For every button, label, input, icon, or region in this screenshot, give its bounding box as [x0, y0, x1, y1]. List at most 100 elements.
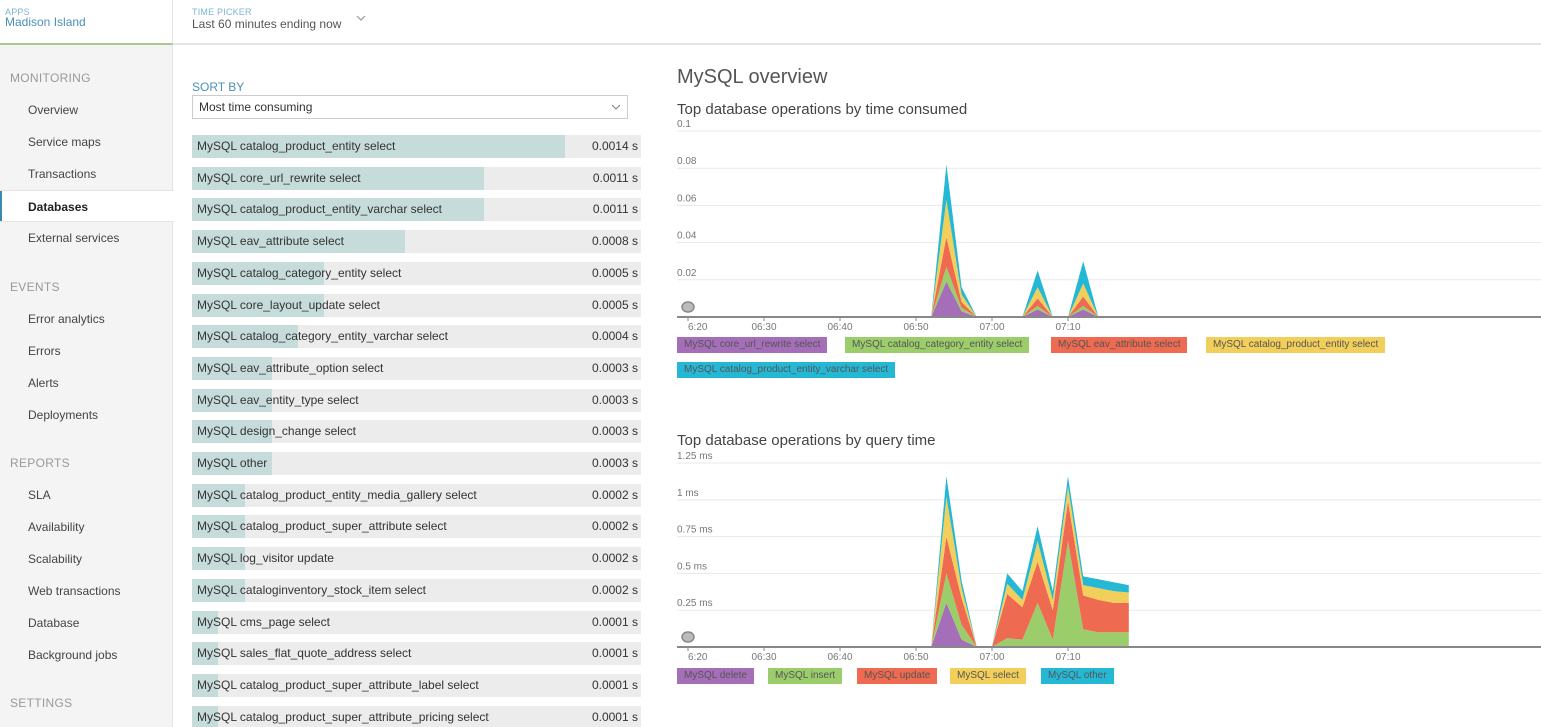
legend-item-mysql-other[interactable]: MySQL other — [1041, 668, 1114, 684]
deployment-marker-icon[interactable] — [681, 301, 695, 313]
time-picker-value[interactable]: Last 60 minutes ending now — [192, 17, 342, 31]
operation-row[interactable]: MySQL core_url_rewrite select 0.0011 s — [192, 166, 641, 190]
operation-bar-track — [192, 515, 641, 539]
legend-item-mysql-catalog-category-entity-select[interactable]: MySQL catalog_category_entity select — [845, 337, 1030, 353]
legend-item-mysql-insert[interactable]: MySQL insert — [768, 668, 843, 684]
operation-row[interactable]: MySQL catalog_product_entity select 0.001… — [192, 135, 641, 158]
operation-row[interactable]: MySQL cataloginventory_stock_item select… — [192, 578, 641, 602]
sidebar-item-web-transactions[interactable]: Web transactions — [28, 584, 121, 598]
x-tick-label: 06:30 — [751, 322, 776, 333]
x-tick-label: 06:50 — [903, 322, 928, 333]
legend-item-mysql-update[interactable]: MySQL update — [857, 668, 938, 684]
sidebar-item-transactions[interactable]: Transactions — [28, 167, 97, 181]
x-tick-label: 6:20 — [688, 322, 708, 333]
sidebar-item-overview[interactable]: Overview — [28, 103, 79, 117]
operation-row[interactable]: MySQL eav_attribute select 0.0008 s — [192, 230, 641, 254]
operation-name: MySQL cms_page select — [197, 614, 330, 629]
operation-name: MySQL catalog_category_entity select — [197, 265, 402, 280]
operation-value: 0.0001 s — [591, 677, 638, 692]
operation-name: MySQL other — [197, 456, 268, 470]
sidebar-item-databases[interactable]: Databases — [0, 190, 174, 222]
legend-item-mysql-catalog-product-entity-select[interactable]: MySQL catalog_product_entity select — [1206, 337, 1386, 353]
y-tick-label: 0.5 ms — [677, 561, 707, 572]
operation-row[interactable]: MySQL eav_entity_type select 0.0003 s — [192, 388, 641, 412]
sidebar-section-reports: REPORTS — [10, 456, 70, 470]
sidebar-item-service-maps[interactable]: Service maps — [28, 135, 101, 149]
sidebar-item-deployments[interactable]: Deployments — [28, 408, 99, 422]
deployment-marker-icon[interactable] — [681, 631, 695, 643]
x-tick-label: 07:10 — [1055, 652, 1080, 663]
chevron-down-icon[interactable] — [355, 13, 367, 23]
operation-row[interactable]: MySQL catalog_product_super_attribute_la… — [192, 673, 641, 697]
sidebar-item-background-jobs[interactable]: Background jobs — [28, 648, 118, 662]
sidebar-item-scalability[interactable]: Scalability — [28, 552, 83, 566]
operation-value: 0.0005 s — [591, 297, 638, 312]
operation-bar-fill — [192, 388, 272, 412]
operation-name: MySQL log_visitor update — [197, 551, 334, 566]
sidebar-item-availability[interactable]: Availability — [28, 520, 85, 534]
operation-value: 0.0001 s — [591, 614, 638, 629]
operation-value: 0.0008 s — [591, 234, 638, 249]
sidebar-item-external-services[interactable]: External services — [28, 231, 120, 245]
legend-item-mysql-catalog-product-entity-varchar-select[interactable]: MySQL catalog_product_entity_varchar sel… — [677, 362, 896, 378]
operation-row[interactable]: MySQL catalog_product_entity_media_galle… — [192, 483, 641, 507]
operation-row[interactable]: MySQL catalog_product_super_attribute_pr… — [192, 705, 641, 727]
operation-row[interactable]: MySQL catalog_product_entity_varchar sel… — [192, 198, 641, 222]
series-area-mysql-select[interactable] — [688, 486, 1129, 647]
operation-value: 0.0001 s — [591, 646, 638, 661]
series-area-mysql-catalog-product-entity-select[interactable] — [688, 199, 1114, 317]
sidebar-item-errors[interactable]: Errors — [28, 344, 61, 358]
x-tick-label: 07:00 — [979, 652, 1004, 663]
operation-row[interactable]: MySQL cms_page select 0.0001 s — [192, 610, 641, 634]
operation-bar-fill — [192, 547, 245, 571]
operation-name: MySQL core_layout_update select — [197, 297, 380, 312]
y-tick-label: 1.25 ms — [677, 451, 713, 462]
legend-item-mysql-eav-attribute-select[interactable]: MySQL eav_attribute select — [1051, 337, 1188, 353]
operation-bar-fill — [192, 483, 245, 507]
y-tick-label: 1 ms — [677, 488, 699, 499]
operation-name: MySQL core_url_rewrite select — [197, 170, 361, 185]
operation-row[interactable]: MySQL catalog_category_entity select 0.00… — [192, 261, 641, 285]
operation-bar-track — [192, 673, 641, 697]
operation-row[interactable]: MySQL design_change select 0.0003 s — [192, 420, 641, 444]
series-area-mysql-insert[interactable] — [688, 541, 1129, 647]
operation-row[interactable]: MySQL sales_flat_quote_address select 0.0… — [192, 642, 641, 666]
operation-value: 0.0002 s — [591, 487, 638, 502]
sidebar-item-alerts[interactable]: Alerts — [28, 376, 59, 390]
operation-name: MySQL catalog_product_super_attribute se… — [197, 519, 447, 534]
operation-row[interactable]: MySQL log_visitor update 0.0002 s — [192, 547, 641, 571]
operation-name: MySQL catalog_product_super_attribute_pr… — [197, 709, 489, 724]
operation-bar-track — [192, 578, 641, 602]
app-switcher[interactable]: APPS Madison Island — [0, 0, 173, 45]
operation-bar-fill — [192, 356, 272, 380]
chevron-down-icon — [611, 104, 621, 110]
operation-value: 0.0003 s — [591, 360, 638, 375]
x-tick-label: 6:20 — [688, 652, 708, 663]
legend-item-mysql-core-url-rewrite-select[interactable]: MySQL core_url_rewrite select — [677, 337, 828, 353]
operation-row[interactable]: MySQL core_layout_update select 0.0005 s — [192, 293, 641, 317]
sidebar-item-error-analytics[interactable]: Error analytics — [28, 312, 105, 326]
sidebar-item-database[interactable]: Database — [28, 616, 80, 630]
y-tick-label: 0.08 — [677, 156, 697, 167]
operation-name: MySQL catalog_product_entity_varchar sel… — [197, 202, 443, 217]
legend-item-mysql-delete[interactable]: MySQL delete — [677, 668, 754, 684]
sidebar-item-sla[interactable]: SLA — [28, 488, 51, 502]
operation-name: MySQL eav_attribute select — [197, 234, 344, 249]
operation-value: 0.0002 s — [591, 582, 638, 597]
series-area-mysql-eav-attribute-select[interactable] — [688, 237, 1114, 317]
legend-item-mysql-select[interactable]: MySQL select — [950, 668, 1026, 684]
operation-row[interactable]: MySQL catalog_category_entity_varchar se… — [192, 325, 641, 349]
x-tick-label: 06:30 — [751, 652, 776, 663]
operation-bar-fill — [192, 325, 298, 349]
operation-row[interactable]: MySQL eav_attribute_option select 0.0003 … — [192, 356, 641, 380]
operation-row[interactable]: MySQL other 0.0003 s — [192, 452, 641, 475]
operation-row[interactable]: MySQL catalog_product_super_attribute se… — [192, 515, 641, 539]
app-name[interactable]: Madison Island — [5, 15, 86, 29]
y-tick-label: 0.75 ms — [677, 525, 713, 536]
series-area-mysql-catalog-product-entity-varchar-select[interactable] — [688, 164, 1114, 317]
operation-value: 0.0003 s — [591, 424, 638, 439]
sort-by-select[interactable]: Most time consuming — [192, 95, 628, 119]
series-area-mysql-update[interactable] — [688, 501, 1129, 647]
y-tick-label: 0.04 — [677, 231, 697, 242]
operation-value: 0.0011 s — [592, 202, 638, 217]
